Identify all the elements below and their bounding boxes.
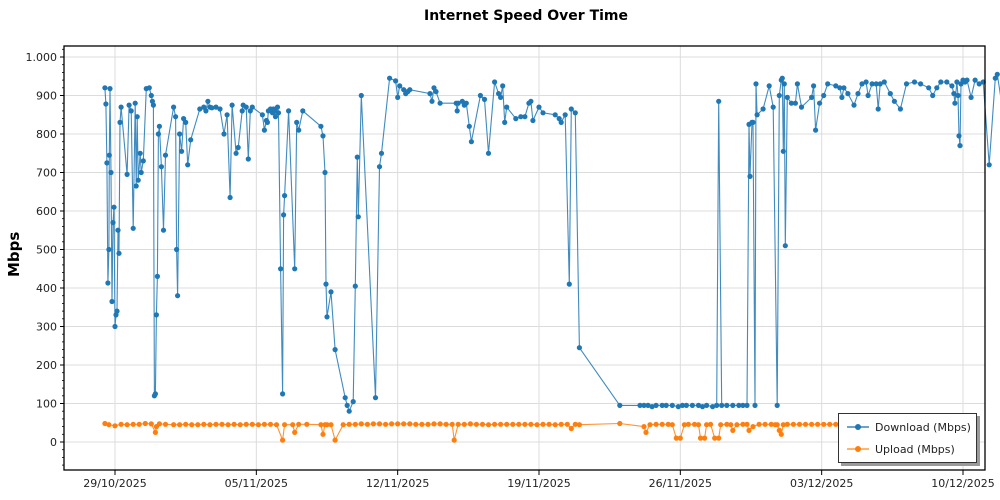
y-tick-label: 600 [36, 205, 57, 218]
plot-frame [63, 45, 986, 471]
legend-label-download: Download (Mbps) [875, 420, 971, 434]
x-axis: 29/10/2025 05/11/2025 12/11/2025 19/11/2025… [83, 470, 995, 490]
legend: Download (Mbps) Upload (Mbps) [838, 413, 977, 463]
x-tick-label: 10/12/2025 [931, 477, 994, 490]
download-series [102, 71, 1000, 414]
y-tick-label: 200 [36, 359, 57, 372]
x-tick-label: 05/11/2025 [225, 477, 288, 490]
legend-marker-upload [847, 444, 869, 454]
gridlines [64, 46, 985, 470]
y-tick-label: 300 [36, 321, 57, 334]
legend-marker-download [847, 422, 869, 432]
y-axis: 0 100 200 300 400 500 600 700 800 900 1.000 [26, 48, 64, 466]
y-tick-label: 0 [50, 436, 57, 449]
x-tick-label: 29/10/2025 [83, 477, 146, 490]
x-tick-label: 03/12/2025 [790, 477, 853, 490]
x-tick-label: 19/11/2025 [507, 477, 570, 490]
y-tick-label: 700 [36, 167, 57, 180]
x-tick-label: 26/11/2025 [649, 477, 712, 490]
upload-series [102, 420, 966, 443]
legend-item-upload: Upload (Mbps) [839, 438, 976, 460]
y-tick-label: 900 [36, 90, 57, 103]
x-tick-label: 12/11/2025 [366, 477, 429, 490]
legend-item-download: Download (Mbps) [839, 416, 976, 438]
chart-title: Internet Speed Over Time [423, 8, 629, 24]
y-tick-label: 400 [36, 282, 57, 295]
legend-label-upload: Upload (Mbps) [875, 442, 955, 456]
y-tick-label: 100 [36, 398, 57, 411]
y-tick-label: 1.000 [26, 51, 58, 64]
y-tick-label: 800 [36, 128, 57, 141]
series-layer [102, 71, 1000, 443]
y-tick-label: 500 [36, 244, 57, 257]
